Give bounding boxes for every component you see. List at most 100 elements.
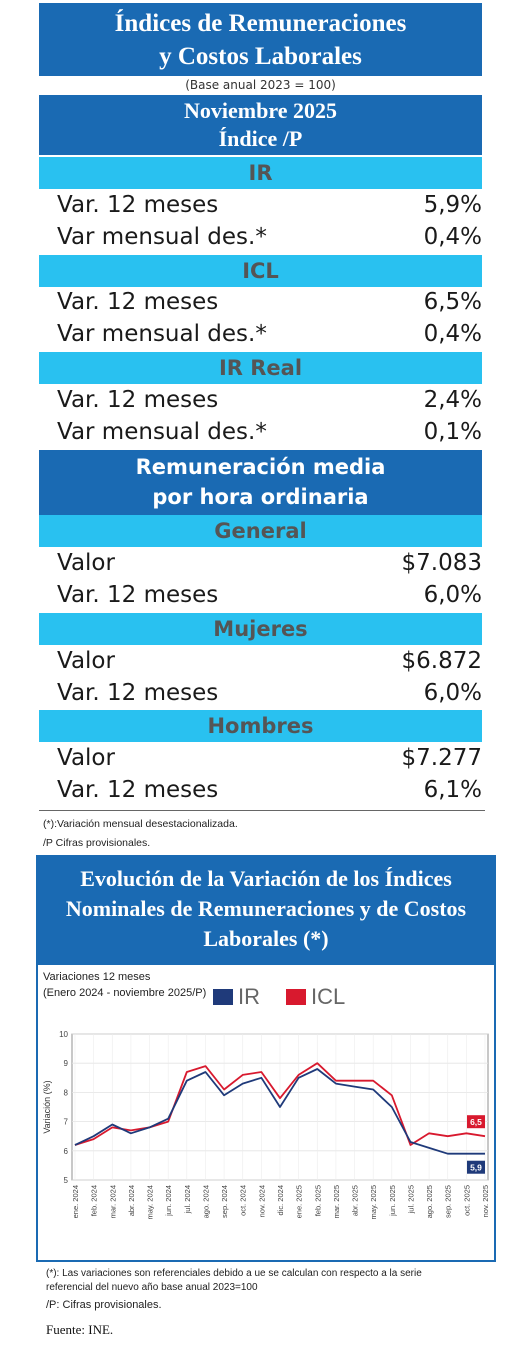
x-tick-label: abr. 2024 bbox=[127, 1185, 136, 1216]
end-label-box-icl bbox=[467, 1115, 485, 1129]
row-label: Var. 12 meses bbox=[57, 192, 219, 218]
source: Fuente: INE. bbox=[46, 1322, 114, 1337]
y-tick-label: 7 bbox=[64, 1118, 69, 1127]
period-banner: Noviembre 2025 Índice /P bbox=[39, 95, 482, 155]
period: Noviembre 2025 bbox=[184, 98, 337, 123]
hombres-row-12m: Var. 12 meses 6,1% bbox=[57, 774, 482, 806]
icl-row-12m: Var. 12 meses 6,5% bbox=[57, 286, 482, 318]
row-value: 6,0% bbox=[423, 582, 482, 608]
legend: IR ICL bbox=[213, 984, 346, 1009]
group-hombres-header: Hombres bbox=[39, 710, 482, 742]
series-line-ir bbox=[74, 1068, 485, 1155]
x-tick-label: sep. 2024 bbox=[220, 1185, 229, 1218]
x-tick-label: jul. 2024 bbox=[183, 1185, 192, 1214]
line-chart: 5 6 7 8 9 10 ene. 2024 feb. 2024 mar. 2024 abr. 2… bbox=[42, 1030, 490, 1219]
x-tick-label: abr. 2025 bbox=[351, 1185, 360, 1216]
row-label: Var. 12 meses bbox=[57, 289, 219, 315]
row-value: 6,1% bbox=[423, 777, 482, 803]
end-label-box-ir bbox=[467, 1160, 485, 1174]
chart-title-1: Evolución de la Variación de los Índices bbox=[80, 866, 452, 891]
title-line-1: Índices de Remuneraciones bbox=[114, 10, 407, 37]
row-value: 2,4% bbox=[423, 387, 482, 413]
chart-subtitle-1: Variaciones 12 meses bbox=[43, 971, 151, 983]
y-tick-label: 6 bbox=[64, 1147, 69, 1156]
row-value: $6.872 bbox=[401, 648, 482, 674]
x-tick-label: feb. 2025 bbox=[313, 1185, 322, 1216]
table-divider bbox=[39, 810, 485, 811]
row-value: 0,4% bbox=[423, 224, 482, 250]
legend-ir-swatch bbox=[213, 989, 233, 1005]
mujeres-row-valor: Valor $6.872 bbox=[57, 645, 482, 677]
end-label-icl: 6,5 bbox=[470, 1117, 482, 1127]
row-label: Valor bbox=[57, 550, 115, 576]
x-tick-label: ene. 2025 bbox=[295, 1185, 304, 1218]
row-value: 6,5% bbox=[423, 289, 482, 315]
x-tick-label: sep. 2025 bbox=[444, 1185, 453, 1218]
section-icl-title: ICL bbox=[242, 259, 279, 283]
index-subtitle: Índice /P bbox=[218, 126, 303, 151]
title-banner: Índices de Remuneraciones y Costos Labor… bbox=[39, 3, 482, 76]
row-label: Valor bbox=[57, 648, 115, 674]
chart-title-2: Nominales de Remuneraciones y de Costos bbox=[65, 896, 467, 921]
remuneracion-title-2: por hora ordinaria bbox=[152, 485, 369, 509]
x-tick-label: nov. 2025 bbox=[481, 1185, 490, 1217]
row-value: 0,1% bbox=[423, 419, 482, 445]
group-mujeres-header: Mujeres bbox=[39, 613, 482, 645]
ir-row-12m: Var. 12 meses 5,9% bbox=[57, 189, 482, 221]
x-tick-label: jun. 2025 bbox=[388, 1185, 397, 1217]
ir-row-mensual: Var mensual des.* 0,4% bbox=[57, 221, 482, 253]
x-tick-label: jul. 2025 bbox=[406, 1185, 415, 1214]
x-tick-label: oct. 2024 bbox=[239, 1185, 248, 1216]
hombres-row-valor: Valor $7.277 bbox=[57, 742, 482, 774]
end-label-ir: 5,9 bbox=[470, 1163, 482, 1173]
y-tick-label: 9 bbox=[64, 1059, 69, 1068]
x-tick-label: feb. 2024 bbox=[90, 1185, 99, 1216]
row-label: Var. 12 meses bbox=[57, 680, 219, 706]
group-general-header: General bbox=[39, 515, 482, 547]
y-axis-label: Variación (%) bbox=[42, 1080, 52, 1133]
series-line-icl bbox=[74, 1062, 486, 1146]
section-ir-header: IR bbox=[39, 157, 482, 189]
section-ir-real-header: IR Real bbox=[39, 352, 482, 384]
footer-note-1b: referencial del nuevo año base anual 202… bbox=[46, 1282, 258, 1293]
general-row-valor: Valor $7.083 bbox=[57, 547, 482, 579]
row-value: 5,9% bbox=[423, 192, 482, 218]
chart-title-3: Laborales (*) bbox=[203, 926, 329, 951]
x-tick-label: dic. 2024 bbox=[276, 1185, 285, 1215]
legend-icl-label: ICL bbox=[311, 984, 346, 1009]
ir-real-row-12m: Var. 12 meses 2,4% bbox=[57, 384, 482, 416]
mujeres-row-12m: Var. 12 meses 6,0% bbox=[57, 677, 482, 709]
x-tick-label: mar. 2025 bbox=[332, 1185, 341, 1218]
legend-ir-label: IR bbox=[238, 984, 260, 1009]
x-tick-label: may. 2024 bbox=[146, 1185, 155, 1219]
chart-title-banner: Evolución de la Variación de los Índices… bbox=[36, 855, 496, 965]
x-tick-label: mar. 2024 bbox=[108, 1185, 117, 1218]
x-tick-label: ene. 2024 bbox=[71, 1185, 80, 1218]
group-mujeres-title: Mujeres bbox=[213, 617, 308, 641]
base-note: (Base anual 2023 = 100) bbox=[185, 78, 336, 92]
y-tick-label: 8 bbox=[64, 1088, 69, 1097]
y-tick-label: 10 bbox=[59, 1030, 68, 1039]
ir-real-row-mensual: Var mensual des.* 0,1% bbox=[57, 416, 482, 448]
legend-icl-swatch bbox=[286, 989, 306, 1005]
x-tick-label: nov. 2024 bbox=[257, 1185, 266, 1217]
remuneracion-banner: Remuneración media por hora ordinaria bbox=[39, 450, 482, 515]
general-row-12m: Var. 12 meses 6,0% bbox=[57, 579, 482, 611]
chart-subtitle-2: (Enero 2024 - noviembre 2025/P) bbox=[43, 987, 207, 999]
section-ir-title: IR bbox=[248, 161, 273, 185]
row-value: $7.083 bbox=[401, 550, 482, 576]
row-label: Var mensual des.* bbox=[57, 321, 267, 347]
y-tick-label: 5 bbox=[64, 1176, 69, 1185]
icl-row-mensual: Var mensual des.* 0,4% bbox=[57, 318, 482, 350]
title-line-2: y Costos Laborales bbox=[159, 43, 362, 70]
remuneracion-title-1: Remuneración media bbox=[135, 455, 386, 479]
x-tick-label: oct. 2025 bbox=[462, 1185, 471, 1216]
row-label: Valor bbox=[57, 745, 115, 771]
row-label: Var mensual des.* bbox=[57, 419, 267, 445]
x-tick-label: may. 2025 bbox=[369, 1185, 378, 1219]
x-tick-label: jun. 2024 bbox=[164, 1185, 173, 1217]
footer-note-2: /P: Cifras provisionales. bbox=[46, 1299, 162, 1311]
row-label: Var. 12 meses bbox=[57, 387, 219, 413]
section-icl-header: ICL bbox=[39, 255, 482, 287]
x-tick-label: ago. 2025 bbox=[425, 1185, 434, 1218]
